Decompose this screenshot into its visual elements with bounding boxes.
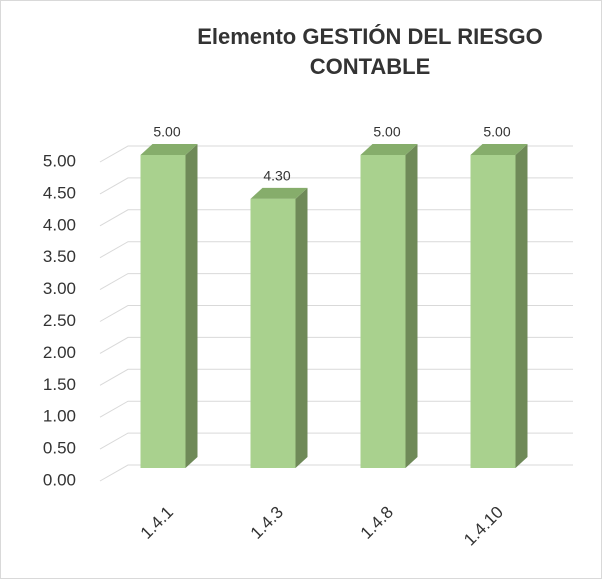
- grid-line: [99, 336, 573, 354]
- y-tick-label: 4.00: [43, 215, 76, 234]
- grid-line: [99, 145, 573, 163]
- y-tick-label: 0.50: [43, 439, 76, 458]
- grid-line: [99, 305, 573, 322]
- grid-line: [99, 241, 573, 259]
- bar-top: [140, 144, 198, 155]
- chart-title: Elemento GESTIÓN DEL RIESGO CONTABLE: [197, 24, 543, 79]
- x-tick-label: 1.4.1: [137, 503, 177, 543]
- y-tick-label: 1.00: [43, 407, 76, 426]
- x-tick-label: 1.4.10: [460, 503, 507, 550]
- bar-side: [185, 144, 198, 468]
- data-label: 5.00: [483, 124, 510, 140]
- y-tick-label: 0.00: [43, 470, 76, 489]
- y-tick-label: 2.50: [43, 311, 76, 330]
- y-tick-label: 4.50: [43, 183, 76, 202]
- x-tick-label: 1.4.8: [357, 503, 397, 543]
- bar: [140, 155, 186, 468]
- data-label: 5.00: [153, 124, 180, 140]
- bar-top: [360, 144, 418, 155]
- grid-line: [99, 400, 573, 418]
- data-label: 5.00: [373, 124, 400, 140]
- grid-line: [99, 464, 573, 482]
- data-label: 4.30: [263, 168, 290, 184]
- bar-side: [295, 187, 308, 468]
- y-tick-label: 5.00: [43, 151, 76, 170]
- bar-side: [405, 144, 418, 468]
- grid-line: [99, 432, 573, 450]
- y-tick-label: 3.00: [43, 279, 76, 298]
- y-tick-label: 1.50: [43, 375, 76, 394]
- grid-line: [99, 273, 573, 291]
- y-tick-label: 2.00: [43, 343, 76, 362]
- x-tick-label: 1.4.3: [247, 503, 287, 543]
- bar-top: [470, 144, 528, 155]
- bar-top: [250, 187, 308, 199]
- grid-line: [99, 368, 573, 386]
- bar-side: [515, 144, 528, 468]
- bar: [470, 155, 516, 468]
- y-tick-label: 3.50: [43, 247, 76, 266]
- grid-line: [99, 209, 573, 227]
- grid-line: [99, 177, 573, 195]
- bar: [250, 198, 296, 468]
- bar: [360, 155, 406, 468]
